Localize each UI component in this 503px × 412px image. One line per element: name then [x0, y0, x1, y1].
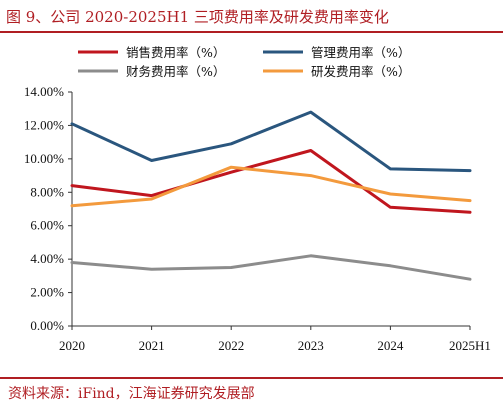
legend-label: 研发费用率（%） [311, 64, 410, 79]
x-tick-label: 2025H1 [449, 338, 491, 353]
y-tick-label: 0.00% [30, 318, 64, 333]
y-axis: 0.00% 2.00% 4.00% 6.00% 8.00% 10.00% 12.00% 14.… [24, 84, 73, 333]
y-tick-label: 12.00% [24, 117, 64, 132]
figure-title: 图 9、公司 2020-2025H1 三项费用率及研发费用率变化 [6, 8, 389, 26]
y-tick-label: 6.00% [30, 218, 64, 233]
y-tick-label: 14.00% [24, 84, 64, 99]
x-tick-label: 2020 [59, 338, 85, 353]
series-line-1 [70, 149, 472, 214]
y-tick-label: 10.00% [24, 151, 64, 166]
series-line-3 [70, 254, 472, 281]
x-tick-label: 2021 [139, 338, 165, 353]
title-divider [0, 31, 503, 33]
series-line-2 [70, 110, 472, 173]
y-tick-label: 2.00% [30, 285, 64, 300]
legend-item-1: 销售费用率（%） [78, 45, 225, 60]
legend-item-4: 研发费用率（%） [263, 64, 410, 79]
legend-item-3: 财务费用率（%） [78, 64, 225, 79]
legend-item-2: 管理费用率（%） [263, 45, 410, 60]
legend-label: 财务费用率（%） [126, 64, 225, 79]
legend-label: 管理费用率（%） [311, 45, 410, 60]
source-divider [0, 377, 503, 379]
series-line-4 [70, 165, 472, 208]
source-note: 资料来源：iFind，江海证券研究发展部 [8, 386, 255, 402]
y-tick-label: 8.00% [30, 184, 64, 199]
series-layer [70, 110, 472, 281]
y-tick-label: 4.00% [30, 251, 64, 266]
legend-label: 销售费用率（%） [126, 45, 225, 60]
chart-legend: 销售费用率（%） 管理费用率（%） 财务费用率（%） 研发费用率（%） [78, 45, 410, 79]
x-tick-label: 2022 [218, 338, 244, 353]
x-axis: 2020 2021 2022 2023 2024 2025H1 [59, 325, 491, 353]
x-tick-label: 2023 [298, 338, 324, 353]
x-tick-label: 2024 [377, 338, 404, 353]
